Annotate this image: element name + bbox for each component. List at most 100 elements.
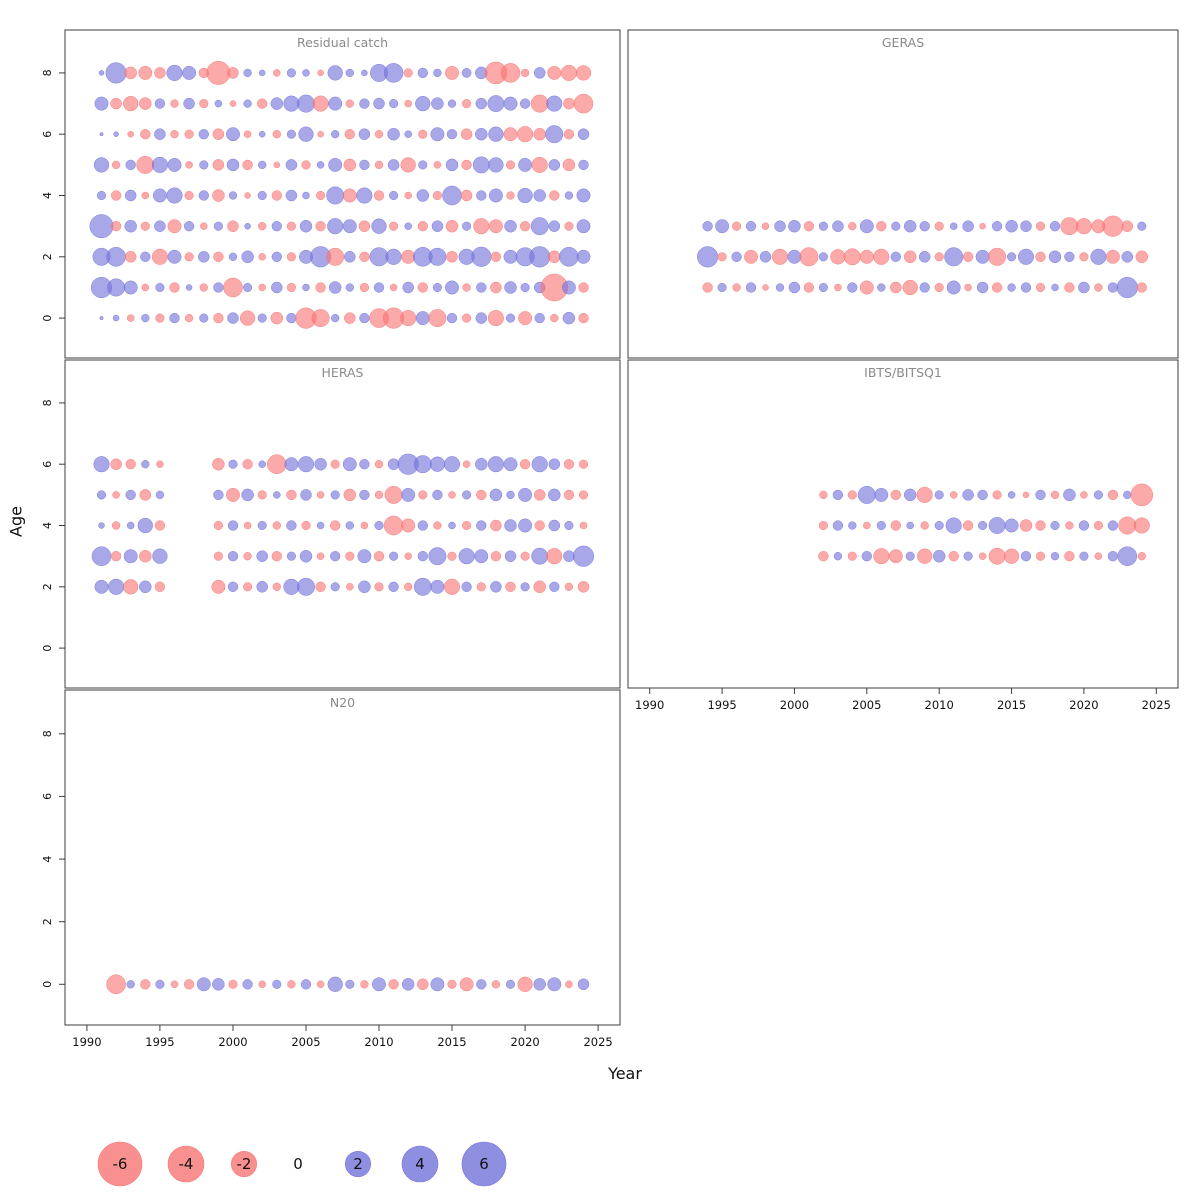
bubble [271,221,282,232]
bubble [330,582,340,592]
bubble [93,456,110,473]
bubble [239,310,256,326]
bubble [1117,546,1138,566]
bubble [213,489,224,501]
bubble [110,190,122,201]
bubble [578,159,589,171]
bubble [549,190,560,201]
bubble [374,160,384,170]
bubble [315,221,326,232]
bubble [873,248,890,265]
bubble [123,549,138,564]
y-tick-label: 4 [41,522,54,529]
bubble [112,491,120,499]
bubble [328,96,343,111]
bubble [564,582,574,591]
bubble [200,222,208,230]
bubble [404,552,412,560]
bubble [578,312,589,324]
bubble [199,283,208,292]
bubble [344,251,356,263]
bubble [832,489,844,501]
bubble [139,97,152,110]
bubble [803,282,815,293]
bubble [91,546,112,566]
bubble [404,130,412,138]
bubble [286,129,296,139]
bubble [520,68,530,78]
bubble [243,68,252,78]
bubble [111,160,121,170]
bubble [243,99,252,108]
bubble [834,283,842,292]
bubble [963,551,973,561]
bubble [314,457,327,471]
bubble [212,128,225,140]
bubble [330,520,341,531]
bubble [358,128,371,140]
bubble [517,976,533,992]
bubble [978,552,987,560]
bubble [1007,491,1016,499]
legend-label: 4 [415,1155,425,1173]
bubble [257,190,267,201]
bubble [302,69,310,77]
bubble [417,67,428,79]
bubble [431,97,444,110]
bubble [1005,219,1018,233]
bubble [490,251,502,262]
bubble [976,281,989,294]
bubble [519,98,531,109]
bubble [315,581,326,592]
bubble [214,99,223,108]
y-tick-label: 4 [41,192,54,199]
bubble [243,582,253,592]
bubble [359,251,370,262]
bubble [270,97,284,110]
x-tick-label: 2010 [925,698,954,712]
bubble [343,158,357,172]
bubble [1075,218,1092,235]
bubble [316,491,325,499]
bubble [342,219,357,234]
bubble [170,130,179,139]
bubble [358,580,371,594]
bubble [301,160,311,170]
bubble [316,190,326,201]
panel-n20: N20 0 2 4 6 8 1990 1995 2000 2005 2010 2015 2020 2025 [41,689,621,1049]
bubble [431,220,444,232]
bubble [572,545,595,567]
bubble [1094,283,1103,292]
bubble [517,187,533,204]
bubble [126,314,135,322]
bubble [518,487,533,502]
bubble [903,488,917,502]
bubble [151,248,168,265]
bubble [297,456,315,473]
bubble [962,220,974,232]
bubble [383,63,404,83]
bubble [519,221,531,232]
bubble [745,282,757,293]
bubble [345,521,354,530]
bubble [140,251,151,262]
bubble [788,219,801,233]
bubble [359,98,370,109]
x-tick-label: 1995 [707,698,736,712]
bubble [124,219,137,233]
bubble [491,980,501,989]
bubble [389,221,399,231]
bubble [962,520,974,531]
bubble [546,548,563,565]
bubble [1107,551,1119,562]
bubble [559,247,579,267]
bubble [697,246,719,268]
bubble [400,310,417,327]
bubble [213,282,224,293]
y-tick-label: 8 [41,399,54,406]
bubble [373,190,385,201]
bubble [859,219,874,234]
bubble [141,283,150,292]
bubble [506,191,515,200]
bubble [503,249,518,264]
